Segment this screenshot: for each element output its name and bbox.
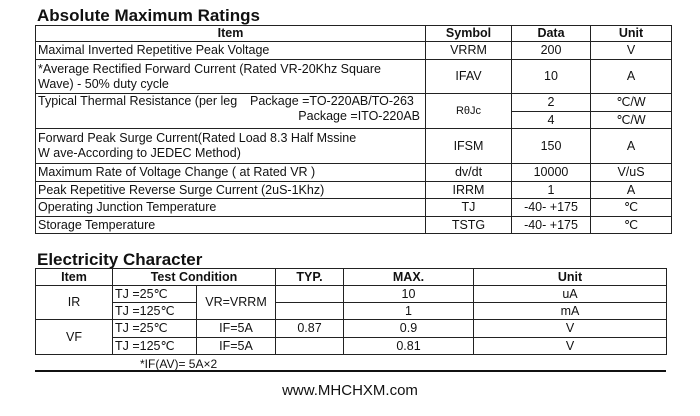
item: Typical Thermal Resistance (per leg Packa…: [35, 93, 426, 129]
table-row: Forward Peak Surge Current(Rated Load 8.…: [35, 128, 672, 164]
max: 1: [343, 302, 474, 320]
unit: ℃/W: [590, 93, 672, 112]
header-test-condition: Test Condition: [112, 268, 276, 286]
max: 0.81: [343, 337, 474, 355]
item: IR: [35, 285, 113, 320]
unit: A: [590, 181, 672, 199]
header-data: Data: [511, 25, 591, 42]
symbol: RθJc: [425, 93, 512, 129]
table-row: Peak Repetitive Reverse Surge Current (2…: [35, 181, 672, 199]
symbol: TJ: [425, 198, 512, 217]
symbol: IFSM: [425, 128, 512, 164]
condition: IF=5A: [196, 337, 276, 355]
header-max: MAX.: [343, 268, 474, 286]
table-header: Item Symbol Data Unit: [35, 25, 672, 42]
data: 10: [511, 59, 591, 94]
unit: ℃/W: [590, 111, 672, 129]
unit: V: [590, 41, 672, 60]
data: 2: [511, 93, 591, 112]
item-text: Typical Thermal Resistance (per leg: [38, 94, 238, 109]
temperature: TJ =125℃: [112, 337, 197, 355]
header-typ: TYP.: [275, 268, 344, 286]
symbol: IFAV: [425, 59, 512, 94]
unit: A: [590, 128, 672, 164]
table-row: Maximum Rate of Voltage Change ( at Rate…: [35, 163, 672, 182]
unit: A: [590, 59, 672, 94]
absolute-maximum-ratings-table: Item Symbol Data Unit Maximal Inverted R…: [35, 25, 672, 234]
data: -40- +175: [511, 216, 591, 234]
header-unit: Unit: [473, 268, 667, 286]
data: 4: [511, 111, 591, 129]
symbol: dv/dt: [425, 163, 512, 182]
temperature: TJ =25℃: [112, 285, 197, 303]
amr-title: Absolute Maximum Ratings: [37, 6, 260, 25]
table-row: Storage Temperature TSTG -40- +175 ℃: [35, 216, 672, 234]
header-item: Item: [35, 25, 426, 42]
item: Forward Peak Surge Current(Rated Load 8.…: [35, 128, 426, 164]
package-1: Package =TO-220AB/TO-263: [250, 94, 414, 109]
max: 10: [343, 285, 474, 303]
divider: [35, 370, 666, 372]
table-row: TJ =125℃ IF=5A 0.81 V: [36, 337, 667, 355]
table-row: *Average Rectified Forward Current (Rate…: [35, 59, 672, 94]
item: Operating Junction Temperature: [35, 198, 426, 217]
table-header: Item Test Condition TYP. MAX. Unit: [35, 268, 667, 286]
unit: mA: [473, 302, 667, 320]
condition: IF=5A: [196, 319, 276, 338]
unit: ℃: [590, 198, 672, 217]
item: Storage Temperature: [35, 216, 426, 234]
typ: 0.87: [275, 319, 344, 338]
table-row: IR TJ =25℃ VR=VRRM 10 uA: [35, 285, 667, 320]
electricity-character-table: Item Test Condition TYP. MAX. Unit IR TJ…: [35, 268, 667, 355]
package-2: Package =ITO-220AB: [298, 109, 420, 123]
data: 200: [511, 41, 591, 60]
website-url: www.MHCHXM.com: [282, 382, 418, 399]
ec-title: Electricity Character: [37, 250, 203, 269]
item: Peak Repetitive Reverse Surge Current (2…: [35, 181, 426, 199]
item-line: Forward Peak Surge Current(Rated Load 8.…: [38, 131, 357, 145]
condition: VR=VRRM: [196, 285, 276, 320]
temperature: TJ =25℃: [112, 319, 197, 338]
item-line: W ave-According to JEDEC Method): [38, 146, 241, 160]
symbol: TSTG: [425, 216, 512, 234]
item: Maximum Rate of Voltage Change ( at Rate…: [35, 163, 426, 182]
unit: V: [473, 319, 667, 338]
unit: uA: [473, 285, 667, 303]
footnote: *IF(AV)= 5A×2: [140, 357, 218, 371]
item-line: *Average Rectified Forward Current (Rate…: [38, 61, 381, 76]
data: 1: [511, 181, 591, 199]
symbol: IRRM: [425, 181, 512, 199]
unit: V/uS: [590, 163, 672, 182]
header-symbol: Symbol: [425, 25, 512, 42]
data: 10000: [511, 163, 591, 182]
symbol: VRRM: [425, 41, 512, 60]
table-row: TJ =125℃ 1 mA: [36, 302, 667, 320]
table-row: VF TJ =25℃ IF=5A 0.87 0.9 V: [35, 319, 667, 355]
item: Maximal Inverted Repetitive Peak Voltage: [35, 41, 426, 60]
typ: [275, 302, 344, 320]
typ: [275, 337, 344, 355]
table-row: Typical Thermal Resistance (per leg Packa…: [35, 93, 672, 129]
item-line: Wave) - 50% duty cycle: [38, 76, 169, 91]
header-unit: Unit: [590, 25, 672, 42]
table-row: Maximal Inverted Repetitive Peak Voltage…: [35, 41, 672, 60]
unit: V: [473, 337, 667, 355]
table-row: Operating Junction Temperature TJ -40- +…: [35, 198, 672, 217]
header-item: Item: [35, 268, 113, 286]
temperature: TJ =125℃: [112, 302, 197, 320]
typ: [275, 285, 344, 303]
item: VF: [35, 319, 113, 355]
item: *Average Rectified Forward Current (Rate…: [35, 59, 426, 94]
data: 150: [511, 128, 591, 164]
unit: ℃: [590, 216, 672, 234]
table-row: 4 ℃/W: [36, 111, 672, 129]
data: -40- +175: [511, 198, 591, 217]
max: 0.9: [343, 319, 474, 338]
